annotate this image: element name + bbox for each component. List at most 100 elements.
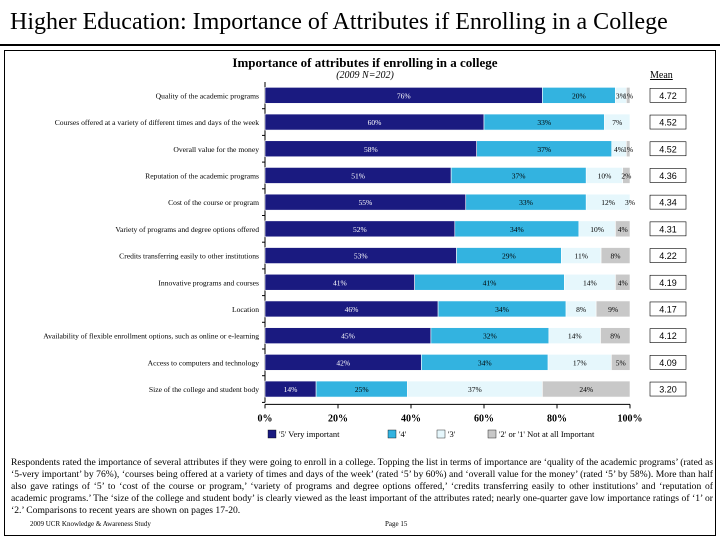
mean-box (649, 141, 687, 157)
category-label: Reputation of the academic programs (145, 171, 259, 180)
category-label: Access to computers and technology (148, 358, 260, 367)
data-label: 37% (468, 385, 482, 394)
bar-segment (626, 140, 631, 158)
bar-segment (600, 247, 631, 264)
bar-segment (622, 167, 631, 184)
data-label: 7% (612, 118, 622, 127)
content-frame (4, 50, 716, 536)
legend-swatch (487, 429, 497, 439)
data-label: 46% (345, 305, 359, 314)
category-label: Size of the college and student body (149, 385, 259, 394)
mean-value: 4.34 (659, 198, 677, 208)
x-tick-label: 40% (401, 413, 421, 424)
data-label: 53% (354, 252, 368, 261)
data-label: 17% (573, 358, 587, 367)
category-label: Cost of the course or program (168, 198, 259, 207)
data-label: 20% (572, 91, 586, 100)
data-label: 3% (616, 91, 626, 100)
mean-value: 4.52 (659, 118, 677, 128)
mean-box (649, 248, 687, 263)
mean-box (649, 194, 687, 210)
x-tick-label: 60% (474, 413, 494, 424)
bar-segment (615, 273, 631, 291)
x-tick-label: 80% (547, 413, 567, 424)
category-label: Location (232, 305, 259, 314)
slide-title: Higher Education: Importance of Attribut… (10, 9, 668, 35)
category-label: Credits transferring easily to other ins… (119, 252, 259, 261)
mean-value: 4.09 (659, 358, 677, 368)
data-label: 5% (616, 358, 626, 367)
mean-box (649, 355, 687, 370)
data-label: 14% (284, 385, 298, 394)
data-label: 8% (611, 252, 621, 261)
mean-value: 4.22 (659, 251, 677, 261)
category-label: Quality of the academic programs (156, 91, 259, 100)
chart-subtitle: (2009 N=202) (336, 70, 394, 81)
bar-segment (626, 87, 631, 104)
data-label: 33% (519, 198, 533, 207)
data-label: 25% (355, 385, 369, 394)
data-label: 10% (598, 171, 612, 180)
summary-paragraph: Respondents rated the importance of seve… (11, 457, 714, 516)
data-label: 55% (359, 198, 373, 207)
bar-segment (542, 380, 631, 398)
legend-label: '2' or '1' Not at all Important (499, 429, 595, 439)
footer-page-number: Page 15 (385, 520, 408, 528)
data-label: 4% (618, 278, 628, 287)
mean-box (649, 88, 687, 103)
data-label: 8% (576, 305, 586, 314)
data-label: 34% (478, 358, 492, 367)
legend-swatch (436, 429, 446, 439)
legend-swatch (387, 429, 397, 439)
mean-value: 4.52 (659, 144, 677, 154)
data-label: 45% (341, 332, 355, 341)
data-label: 32% (483, 332, 497, 341)
data-label: 41% (333, 278, 347, 287)
category-label: Innovative programs and courses (158, 278, 259, 287)
data-label: 34% (510, 225, 524, 234)
data-label: 52% (353, 225, 367, 234)
mean-box (649, 168, 687, 183)
mean-value: 3.20 (659, 385, 677, 395)
mean-value: 4.72 (659, 91, 677, 101)
data-label: 1% (623, 145, 633, 154)
bar-segment (600, 327, 631, 344)
data-label: 41% (483, 278, 497, 287)
data-label: 60% (368, 118, 382, 127)
data-label: 14% (583, 278, 597, 287)
category-label: Availability of flexible enrollment opti… (43, 332, 259, 341)
data-label: 4% (618, 225, 628, 234)
bar-segment (604, 113, 631, 131)
bar-segment (615, 220, 631, 238)
data-label: 58% (364, 145, 378, 154)
data-label: 37% (512, 171, 526, 180)
mean-box (649, 114, 687, 130)
bar-segment (595, 300, 631, 318)
data-label: 34% (495, 305, 509, 314)
legend-label: '3' (448, 429, 456, 439)
mean-box (649, 381, 687, 397)
category-label: Courses offered at a variety of differen… (55, 118, 259, 127)
data-label: 8% (610, 332, 620, 341)
mean-value: 4.36 (659, 171, 677, 181)
data-label: 3% (625, 198, 635, 207)
bar-segment (611, 354, 631, 371)
data-label: 4% (614, 145, 624, 154)
mean-value: 4.19 (659, 278, 677, 288)
mean-box (649, 328, 687, 343)
mean-box (649, 274, 687, 290)
mean-column-header: Mean (650, 70, 673, 81)
mean-value: 4.31 (659, 224, 677, 234)
data-label: 2% (621, 171, 631, 180)
footer-study-name: 2009 UCR Knowledge & Awareness Study (30, 520, 151, 528)
data-label: 14% (568, 332, 582, 341)
category-label: Overall value for the money (173, 145, 259, 154)
data-label: 9% (608, 305, 618, 314)
data-label: 42% (336, 358, 350, 367)
x-tick-label: 100% (618, 413, 643, 424)
data-label: 1% (623, 91, 633, 100)
data-label: 37% (537, 145, 551, 154)
data-label: 76% (397, 91, 411, 100)
mean-value: 4.17 (659, 304, 677, 314)
legend-label: '5' Very important (279, 429, 340, 439)
